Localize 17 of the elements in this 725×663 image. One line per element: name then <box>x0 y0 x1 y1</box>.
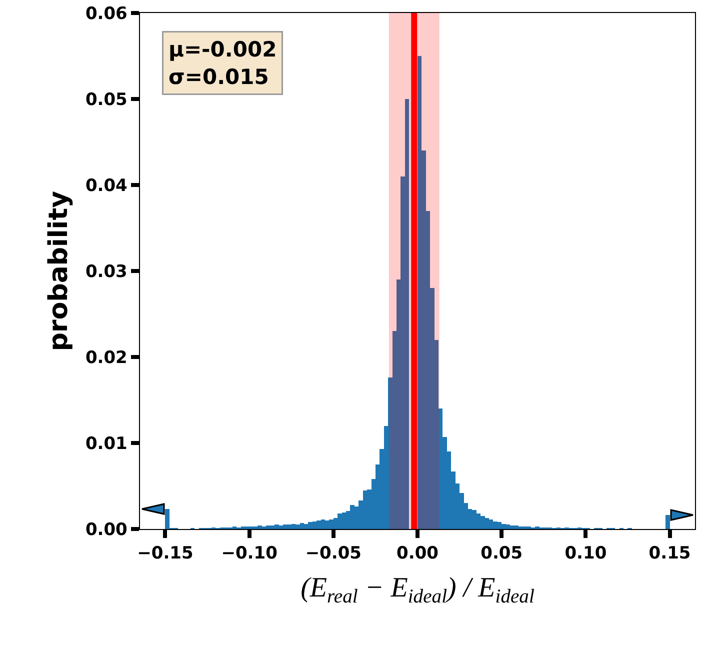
y-tick-label: 0.03 <box>85 262 128 282</box>
y-tick-label: 0.01 <box>85 434 128 454</box>
x-tick-label: 0.05 <box>480 544 523 564</box>
y-tick-label: 0.02 <box>85 348 128 368</box>
x-tick-label: 0.15 <box>648 544 691 564</box>
x-tick-label: −0.15 <box>137 544 194 564</box>
y-axis-title: probability <box>44 190 74 352</box>
x-tick-label: 0.00 <box>396 544 439 564</box>
y-tick-label: 0.05 <box>85 90 128 110</box>
annotation: μ=-0.002 σ=0.015 <box>168 38 277 89</box>
y-tick-label: 0.04 <box>85 176 128 196</box>
x-tick-label: 0.10 <box>564 544 607 564</box>
x-tick-label: −0.05 <box>305 544 362 564</box>
y-tick-label: 0.06 <box>85 4 128 24</box>
y-tick-label: 0.00 <box>85 520 128 540</box>
x-tick-label: −0.10 <box>221 544 278 564</box>
x-axis-title: (E$_{real}$ − E$_{ideal}$) / E$_{ideal}$ <box>300 572 535 608</box>
